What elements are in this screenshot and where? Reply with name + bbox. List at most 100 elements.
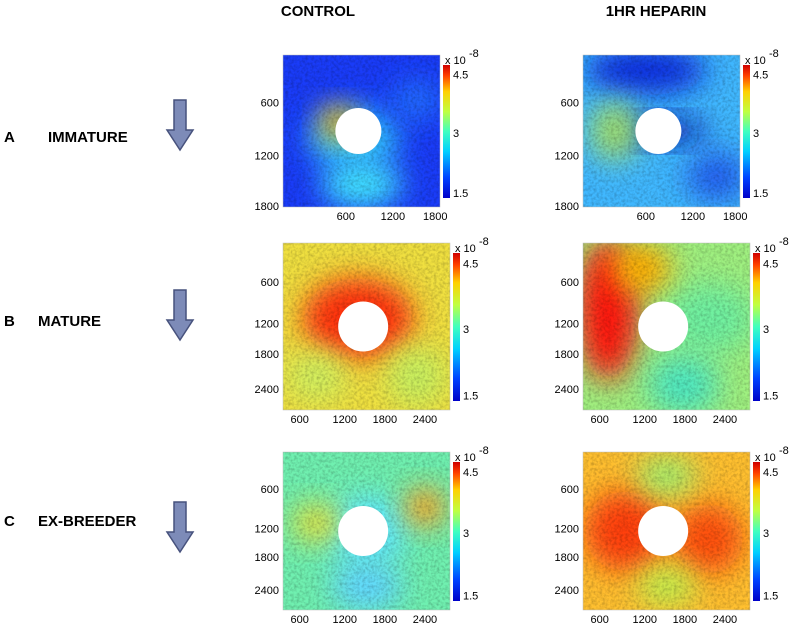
row-label: MATURE	[38, 313, 101, 330]
colorbar-tick-label: 3	[763, 324, 769, 336]
x-tick-label: 1800	[373, 614, 397, 626]
colorbar-tick-label: 1.5	[763, 390, 778, 402]
colorbar-exponent: -8	[779, 445, 789, 457]
hole	[638, 506, 689, 556]
colorbar-scale: x 10	[755, 243, 776, 255]
heatmap-panel: 600 1200 1800 2400 600 1200 1800 2400 4.5 3 1.5 x 1…	[255, 445, 489, 626]
colorbar-tick-label: 4.5	[463, 259, 478, 271]
hole	[338, 506, 389, 556]
colorbar	[453, 462, 460, 601]
y-tick-label: 600	[261, 98, 279, 110]
column-header: 1HR HEPARIN	[606, 3, 707, 20]
x-tick-label: 600	[591, 614, 609, 626]
y-tick-label: 1200	[255, 319, 279, 331]
colorbar-scale: x 10	[755, 452, 776, 464]
y-tick-label: 1200	[555, 151, 579, 163]
colorbar-tick-label: 3	[453, 128, 459, 140]
colorbar	[743, 65, 750, 198]
x-tick-label: 600	[291, 614, 309, 626]
colorbar-tick-label: 4.5	[753, 70, 768, 82]
hole	[638, 301, 689, 352]
colorbar-tick-label: 1.5	[463, 591, 478, 603]
heatmap-panel: 600 1200 1800 2400 600 1200 1800 2400 4.5 3 1.5 x 1…	[555, 445, 789, 626]
x-tick-label: 600	[337, 211, 355, 223]
hole	[335, 108, 382, 154]
y-tick-label: 600	[561, 98, 579, 110]
y-tick-label: 1800	[255, 552, 279, 564]
y-tick-label: 1800	[555, 552, 579, 564]
frame	[582, 54, 741, 208]
y-tick-label: 600	[261, 277, 279, 289]
y-tick-label: 1200	[555, 319, 579, 331]
heatmap-panel: 600 1200 1800 2400 600 1200 1800 2400 4.5 3 1.5 x 1…	[555, 236, 789, 426]
colorbar-tick-label: 4.5	[763, 259, 778, 271]
x-tick-label: 1200	[333, 614, 357, 626]
y-tick-label: 2400	[255, 585, 279, 597]
y-tick-label: 2400	[255, 384, 279, 396]
colorbar-tick-label: 1.5	[753, 188, 768, 200]
colorbar-tick-label: 1.5	[763, 591, 778, 603]
frame	[282, 451, 451, 611]
colorbar-exponent: -8	[479, 236, 489, 248]
frame	[582, 451, 751, 611]
frame	[582, 242, 751, 411]
x-tick-label: 1800	[673, 414, 697, 426]
colorbar-exponent: -8	[479, 445, 489, 457]
colorbar-scale: x 10	[455, 243, 476, 255]
x-tick-label: 1800	[673, 614, 697, 626]
colorbar-tick-label: 4.5	[763, 467, 778, 479]
x-tick-label: 600	[591, 414, 609, 426]
heatmap-panel: 600 1200 1800 2400 600 1200 1800 2400 4.5 3 1.5 x 1…	[255, 236, 489, 426]
row-letter: B	[4, 313, 15, 330]
x-tick-label: 1200	[633, 414, 657, 426]
arrow	[165, 99, 195, 152]
y-tick-label: 600	[561, 484, 579, 496]
arrow	[165, 501, 195, 554]
x-tick-label: 2400	[413, 614, 437, 626]
y-tick-label: 1800	[255, 201, 279, 213]
colorbar	[753, 462, 760, 601]
hole	[338, 301, 389, 352]
y-tick-label: 600	[561, 277, 579, 289]
row-label: IMMATURE	[48, 129, 128, 146]
colorbar-tick-label: 4.5	[463, 467, 478, 479]
colorbar	[443, 65, 450, 198]
x-tick-label: 1200	[681, 211, 705, 223]
colorbar-exponent: -8	[769, 48, 779, 60]
row-label: EX-BREEDER	[38, 513, 137, 530]
x-tick-label: 2400	[713, 614, 737, 626]
heatmap	[583, 452, 750, 610]
y-tick-label: 1800	[555, 349, 579, 361]
colorbar-exponent: -8	[469, 48, 479, 60]
heatmap-panel: 600 1200 1800 600 1200 1800 4.5 3 1.5 x 10-8	[555, 48, 779, 223]
heatmap	[583, 243, 750, 410]
hole	[635, 108, 682, 154]
colorbar-exponent: -8	[779, 236, 789, 248]
colorbar-tick-label: 3	[463, 324, 469, 336]
y-tick-label: 1800	[555, 201, 579, 213]
x-tick-label: 1200	[333, 414, 357, 426]
y-tick-label: 1200	[255, 151, 279, 163]
x-tick-label: 1200	[381, 211, 405, 223]
heatmap	[583, 55, 740, 207]
colorbar	[753, 253, 760, 401]
y-tick-label: 1200	[555, 523, 579, 535]
column-header: CONTROL	[281, 3, 355, 20]
colorbar-tick-label: 3	[763, 528, 769, 540]
x-tick-label: 600	[291, 414, 309, 426]
colorbar-scale: x 10	[455, 452, 476, 464]
row-letter: C	[4, 513, 15, 530]
heatmap-panel: 600 1200 1800 600 1200 1800 4.5 3 1.5 x 10-8	[255, 48, 479, 223]
colorbar-tick-label: 1.5	[453, 188, 468, 200]
x-tick-label: 1200	[633, 614, 657, 626]
y-tick-label: 1800	[255, 349, 279, 361]
y-tick-label: 600	[261, 484, 279, 496]
colorbar-tick-label: 3	[463, 528, 469, 540]
x-tick-label: 1800	[723, 211, 747, 223]
colorbar-tick-label: 4.5	[453, 70, 468, 82]
colorbar	[453, 253, 460, 401]
x-tick-label: 2400	[713, 414, 737, 426]
y-tick-label: 2400	[555, 384, 579, 396]
y-tick-label: 2400	[555, 585, 579, 597]
